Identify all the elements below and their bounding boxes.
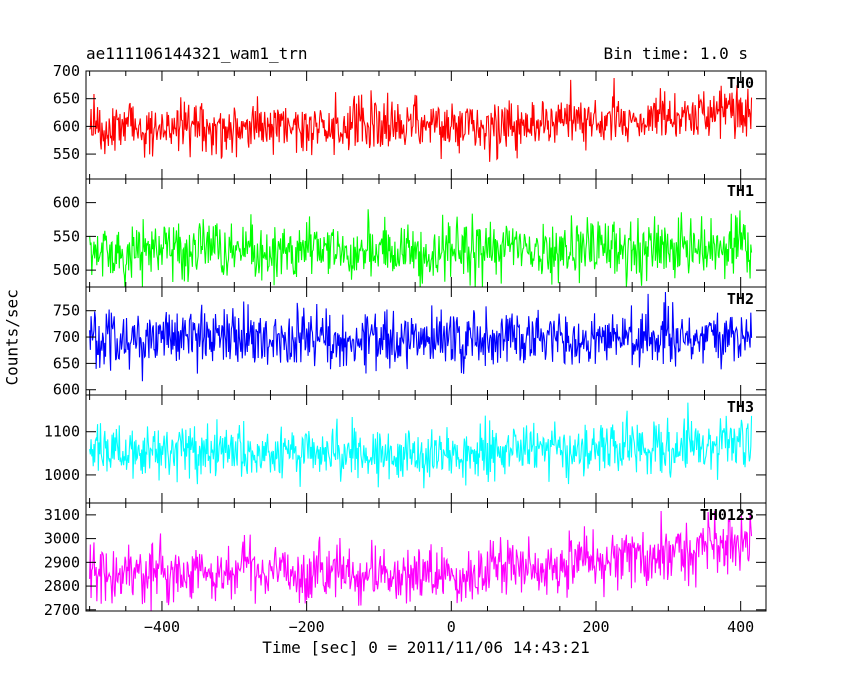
x-tick-label: 400 [727,618,754,636]
bin-time-label: Bin time: 1.0 s [603,44,749,63]
panel-label-th0: TH0 [727,74,754,92]
panel-label-th1: TH1 [727,182,754,200]
y-tick-label: 550 [53,227,80,245]
y-tick-label: 700 [53,62,80,80]
panel-label-th0123: TH0123 [700,506,754,524]
panel-frame-th0123 [85,502,767,612]
x-tick-label: −400 [144,618,180,636]
series-line-th3 [89,402,753,489]
y-axis-label: Counts/sec [2,289,22,386]
y-tick-label: 1100 [44,423,80,441]
y-tick-label: 1000 [44,466,80,484]
chart-title: ae111106144321_wam1_trn [86,44,308,63]
y-tick-label: 2800 [44,577,80,595]
y-tick-label: 3100 [44,506,80,524]
x-tick-label: −200 [289,618,325,636]
y-tick-label: 700 [53,328,80,346]
y-tick-label: 600 [53,381,80,399]
x-tick-label: 0 [447,618,456,636]
series-line-th0 [89,77,753,162]
y-tick-label: 650 [53,90,80,108]
y-tick-label: 650 [53,354,80,372]
panel-label-th3: TH3 [727,398,754,416]
series-line-th1 [89,209,753,287]
series-line-th0123 [89,511,753,611]
y-tick-label: 2700 [44,601,80,619]
y-tick-label: 600 [53,194,80,212]
y-tick-label: 750 [53,302,80,320]
x-axis-label: Time [sec] 0 = 2011/11/06 14:43:21 [262,638,590,657]
y-tick-label: 2900 [44,553,80,571]
y-tick-label: 550 [53,145,80,163]
x-tick-label: 200 [582,618,609,636]
panel-label-th2: TH2 [727,290,754,308]
y-tick-label: 500 [53,261,80,279]
y-tick-label: 3000 [44,530,80,548]
y-tick-label: 600 [53,117,80,135]
series-line-th2 [89,292,753,382]
